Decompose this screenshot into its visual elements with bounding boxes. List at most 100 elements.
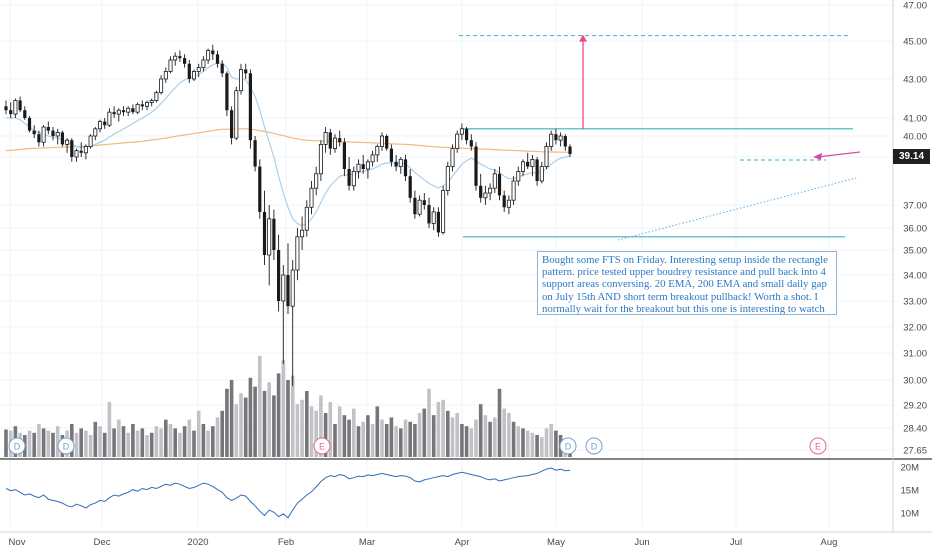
volume-bar (243, 397, 248, 457)
volume-bar (356, 426, 361, 457)
candle-body-up (173, 55, 178, 61)
volume-bar (535, 435, 539, 457)
indicator-axis-label: 15M (901, 486, 920, 497)
candle-body-down (328, 132, 332, 149)
grid-layer (0, 0, 893, 527)
volume-bar (253, 386, 257, 457)
candle-body-up (530, 158, 535, 167)
volume-bar (413, 424, 417, 457)
candle-body-up (135, 103, 140, 113)
x-tick-label: Nov (9, 537, 26, 548)
indicator-line (5, 467, 571, 519)
volume-bar (431, 415, 436, 457)
volume-bar (267, 382, 271, 457)
candle-body-up (196, 67, 201, 72)
candle-body-down (244, 69, 248, 74)
volume-bar (41, 428, 46, 457)
event-marker-label: E (319, 442, 325, 452)
candle-body-up (483, 192, 488, 199)
candle-body-up (488, 187, 493, 194)
volume-bar (361, 421, 365, 457)
volume-bar (168, 424, 173, 457)
candle-body-down (436, 211, 440, 233)
candle-body-up (238, 69, 243, 92)
x-tick-label: Feb (278, 537, 294, 548)
volume-bar (55, 426, 60, 457)
volume-bar (525, 430, 530, 457)
volume-bar (178, 432, 182, 457)
candle-body-up (191, 71, 196, 80)
candle-body-up (558, 135, 563, 141)
volume-bar (460, 424, 464, 457)
volume-bar (352, 408, 356, 457)
trade-note: Bought some FTS on Friday. Interesting s… (537, 251, 837, 315)
candle-body-down (474, 146, 478, 186)
volume-bar (399, 428, 403, 457)
candle-body-up (375, 146, 380, 156)
y-tick-label: 32.00 (903, 323, 927, 334)
candle-body-down (502, 195, 506, 208)
x-tick-label: Mar (359, 537, 375, 548)
volume-bar (37, 424, 41, 457)
candle-body-up (516, 170, 521, 182)
candle-body-down (220, 63, 224, 74)
event-marker-label: D (14, 442, 21, 452)
volume-bar (394, 426, 398, 457)
y-tick-label: 29.20 (903, 401, 927, 412)
candle-body-up (351, 170, 356, 187)
y-tick-label: 34.00 (903, 271, 927, 282)
candle-body-up (521, 161, 526, 172)
candle-body-up (323, 131, 328, 145)
volume-bar (328, 402, 333, 457)
volume-bar (121, 426, 126, 457)
candle-body-down (183, 58, 187, 64)
volume-bar (319, 395, 323, 457)
candle-body-up (168, 59, 173, 72)
candle-body-up (379, 135, 384, 147)
candle-body-down (338, 138, 342, 143)
volume-bar (225, 388, 229, 457)
candle-body-up (506, 199, 511, 208)
candle-body-up (304, 206, 309, 231)
volume-bar (98, 426, 102, 457)
y-tick-label: 43.00 (903, 75, 927, 86)
x-tick-label: Aug (821, 537, 838, 548)
volume-bar (276, 373, 281, 457)
volume-bar (93, 421, 98, 457)
volume-bar (239, 393, 243, 457)
candle-body-down (27, 118, 32, 131)
candle-body-down (18, 100, 22, 111)
event-marker-circle (809, 437, 827, 455)
volume-bar (88, 435, 93, 457)
candle-body-up (318, 143, 323, 175)
measured-move-arrowhead (579, 34, 587, 42)
x-tick-label: May (547, 537, 565, 548)
entry-pointer-arrowhead (813, 153, 822, 160)
candle-body-up (441, 190, 446, 233)
volume-bar (192, 430, 196, 457)
x-tick-label: Jun (634, 537, 649, 548)
y-tick-label: 27.65 (903, 446, 927, 457)
x-tick-label: Dec (94, 537, 111, 548)
indicator-axis-label: 10M (901, 509, 920, 520)
volume-bar (74, 432, 79, 457)
candle-body-down (422, 200, 426, 205)
event-marker-circle (559, 437, 577, 455)
candle-body-up (154, 92, 159, 101)
volume-bar (262, 391, 267, 457)
y-tick-label: 31.00 (903, 349, 927, 360)
volume-bar (272, 395, 276, 457)
volume-bar (220, 410, 224, 457)
candle-body-up (539, 166, 544, 182)
volume-bar (474, 419, 478, 457)
candle-body-down (535, 159, 539, 181)
volume-bar (389, 417, 394, 457)
volume-bar (436, 402, 441, 457)
event-marker-circle (585, 437, 603, 455)
candle-body-down (187, 63, 191, 79)
volume-bar (408, 421, 412, 457)
candle-body-down (131, 108, 135, 113)
candle-body-down (37, 134, 41, 143)
